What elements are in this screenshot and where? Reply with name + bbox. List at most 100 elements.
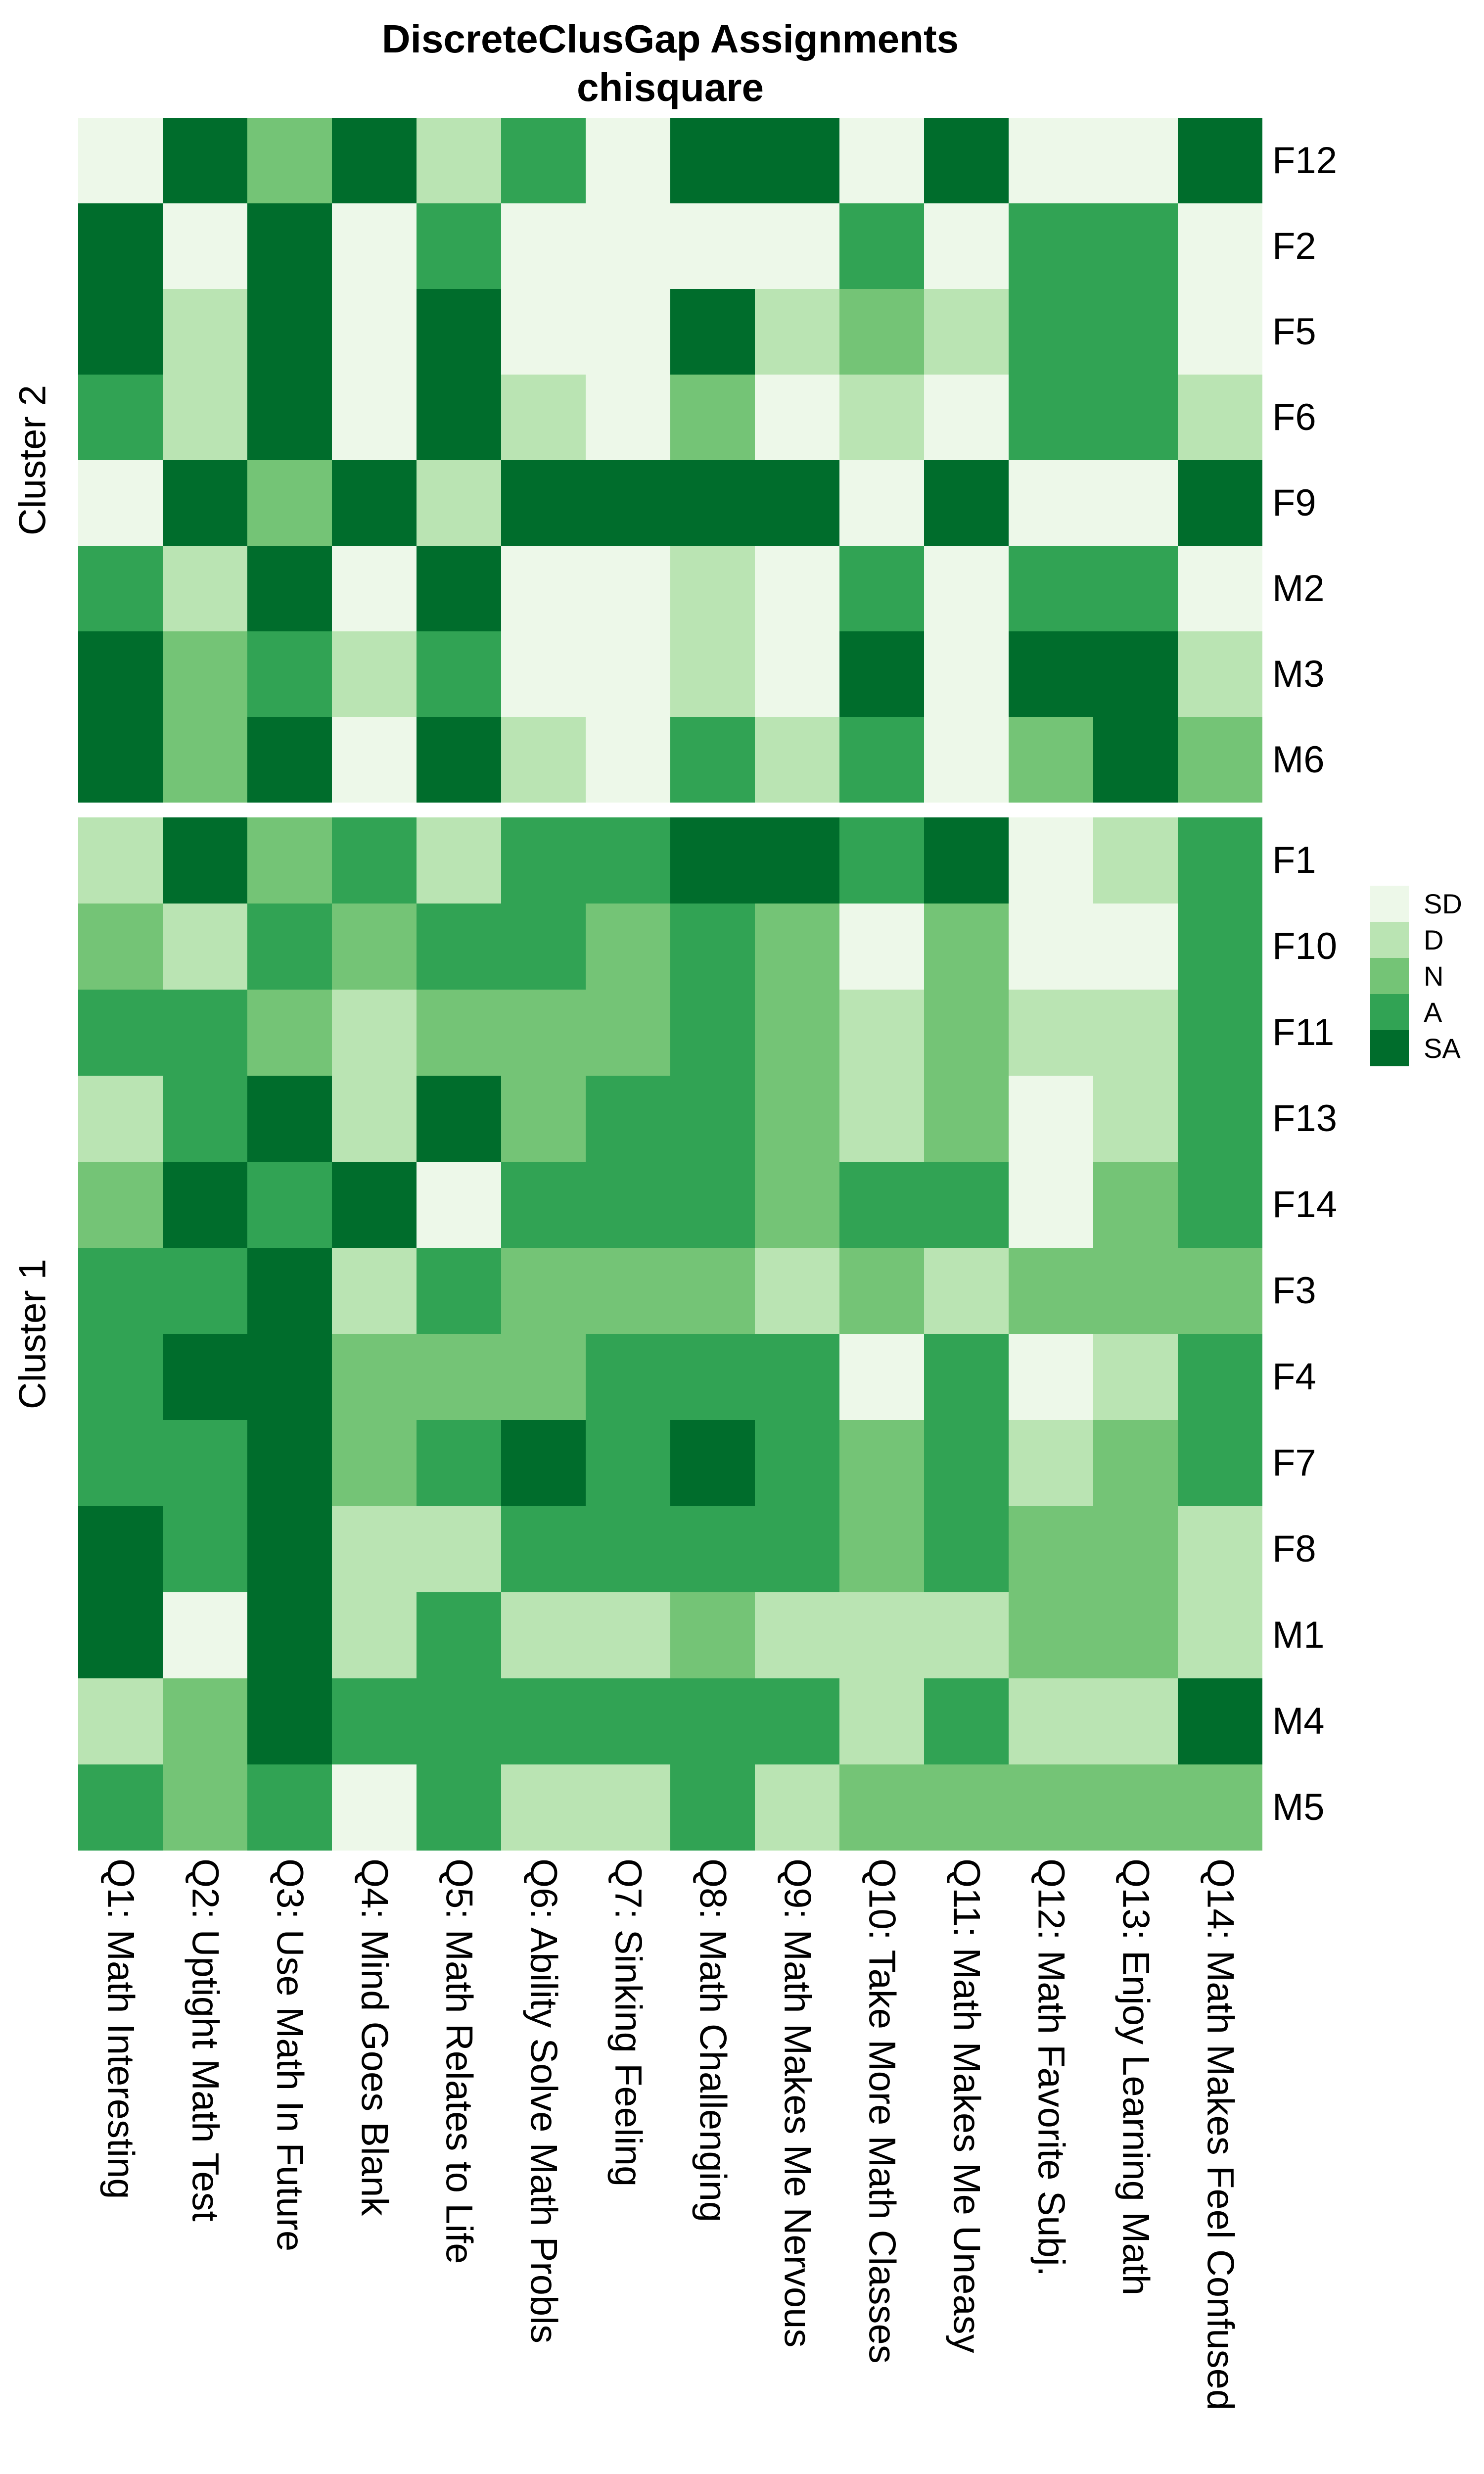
- heatmap-cell: [839, 904, 924, 990]
- heatmap-cell: [839, 817, 924, 904]
- heatmap-cell: [586, 546, 670, 631]
- heatmap-cell: [586, 1420, 670, 1506]
- heatmap-cell: [755, 817, 839, 904]
- heatmap-cell: [839, 1248, 924, 1334]
- heatmap-cell: [755, 1334, 839, 1420]
- heatmap-cell: [332, 904, 417, 990]
- heatmap-cell: [586, 1592, 670, 1678]
- heatmap-cell: [586, 203, 670, 289]
- heatmap-cell: [417, 717, 501, 803]
- heatmap-cell: [1093, 1506, 1178, 1592]
- heatmap-cell: [163, 289, 247, 375]
- legend-label-sd: SD: [1424, 888, 1462, 919]
- heatmap-cell: [247, 118, 332, 203]
- heatmap-cell: [1178, 631, 1262, 717]
- legend-label-sa: SA: [1424, 1033, 1461, 1064]
- heatmap-cell: [839, 118, 924, 203]
- heatmap-cell: [924, 1764, 1009, 1851]
- heatmap-cell: [1093, 375, 1178, 460]
- heatmap-cell: [501, 289, 586, 375]
- col-label-q12: Q12: Math Favorite Subj.: [1030, 1858, 1072, 2277]
- heatmap-cell: [1009, 1162, 1093, 1248]
- heatmap-cell: [924, 546, 1009, 631]
- heatmap-cell: [1009, 1592, 1093, 1678]
- row-label-f1: F1: [1272, 839, 1316, 881]
- heatmap-cell: [501, 1678, 586, 1764]
- heatmap-cell: [670, 1076, 755, 1162]
- heatmap-cell: [1093, 289, 1178, 375]
- row-label-f10: F10: [1272, 925, 1337, 967]
- col-label-q11: Q11: Math Makes Me Uneasy: [945, 1858, 988, 2353]
- heatmap-cell: [924, 460, 1009, 546]
- heatmap-cell: [78, 717, 163, 803]
- heatmap-cell: [924, 1678, 1009, 1764]
- heatmap-cell: [1009, 1248, 1093, 1334]
- heatmap-cell: [247, 1334, 332, 1420]
- heatmap-cell: [247, 1592, 332, 1678]
- heatmap-cell: [78, 1248, 163, 1334]
- heatmap-cell: [839, 631, 924, 717]
- heatmap-cell: [1009, 990, 1093, 1076]
- heatmap-cell: [247, 631, 332, 717]
- heatmap-cell: [670, 1248, 755, 1334]
- heatmap-cell: [839, 1764, 924, 1851]
- heatmap-cell: [417, 904, 501, 990]
- heatmap-cell: [1093, 1420, 1178, 1506]
- heatmap-cell: [924, 631, 1009, 717]
- heatmap-cell: [670, 817, 755, 904]
- heatmap-cell: [1178, 1678, 1262, 1764]
- heatmap-cell: [163, 1076, 247, 1162]
- heatmap-cell: [670, 904, 755, 990]
- heatmap-cell: [332, 1506, 417, 1592]
- heatmap-cell: [670, 1506, 755, 1592]
- heatmap-cell: [247, 289, 332, 375]
- heatmap-cell: [924, 375, 1009, 460]
- row-label-f13: F13: [1272, 1097, 1337, 1140]
- heatmap-cell: [755, 990, 839, 1076]
- heatmap-cell: [332, 1334, 417, 1420]
- heatmap-cell: [1178, 1592, 1262, 1678]
- heatmap-cell: [755, 1162, 839, 1248]
- heatmap-cell: [163, 375, 247, 460]
- heatmap-cell: [1093, 1248, 1178, 1334]
- row-label-f8: F8: [1272, 1528, 1316, 1570]
- heatmap-cell: [163, 1334, 247, 1420]
- heatmap-cell: [247, 375, 332, 460]
- heatmap-cell: [1178, 460, 1262, 546]
- heatmap-cell: [501, 1764, 586, 1851]
- heatmap-cell: [586, 375, 670, 460]
- heatmap-cell: [78, 460, 163, 546]
- heatmap-cell: [247, 203, 332, 289]
- heatmap-cell: [1093, 203, 1178, 289]
- heatmap-cell: [332, 1764, 417, 1851]
- heatmap-cell: [417, 1764, 501, 1851]
- heatmap-cell: [1009, 904, 1093, 990]
- heatmap-cell: [755, 1420, 839, 1506]
- row-label-f2: F2: [1272, 225, 1316, 267]
- heatmap-cell: [1178, 1506, 1262, 1592]
- row-label-f7: F7: [1272, 1442, 1316, 1484]
- row-label-f4: F4: [1272, 1356, 1316, 1398]
- col-label-q3: Q3: Use Math In Future: [269, 1858, 311, 2252]
- heatmap-cell: [586, 289, 670, 375]
- heatmap-cell: [1093, 904, 1178, 990]
- heatmap-cell: [247, 546, 332, 631]
- heatmap-cell: [755, 1076, 839, 1162]
- heatmap-cell: [755, 1764, 839, 1851]
- heatmap-cell: [1093, 1592, 1178, 1678]
- heatmap-cell: [1009, 118, 1093, 203]
- heatmap-cell: [78, 904, 163, 990]
- heatmap-cell: [1009, 631, 1093, 717]
- heatmap-cell: [1093, 1334, 1178, 1420]
- heatmap-cell: [78, 1678, 163, 1764]
- heatmap-cell: [247, 1248, 332, 1334]
- chart-title: DiscreteClusGap Assignments chisquare: [78, 15, 1262, 112]
- heatmap-cell: [501, 1506, 586, 1592]
- heatmap-cell: [417, 546, 501, 631]
- heatmap-cell: [163, 1420, 247, 1506]
- heatmap-cell: [332, 1592, 417, 1678]
- heatmap-cell: [1093, 1162, 1178, 1248]
- heatmap-cell: [670, 375, 755, 460]
- heatmap-cell: [839, 289, 924, 375]
- heatmap-cell: [670, 717, 755, 803]
